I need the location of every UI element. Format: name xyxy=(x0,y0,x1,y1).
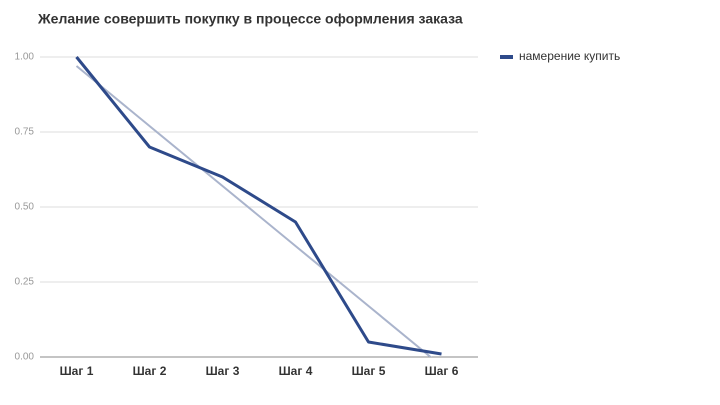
trendline xyxy=(75,65,433,357)
chart-title: Желание совершить покупку в процессе офо… xyxy=(37,11,463,27)
legend-label: намерение купить xyxy=(519,49,620,63)
y-tick-label: 0.50 xyxy=(15,202,35,213)
x-tick-label: Шаг 2 xyxy=(133,364,167,378)
y-tick-label: 0.75 xyxy=(15,127,35,138)
x-tick-label: Шаг 4 xyxy=(279,364,313,378)
series-line xyxy=(75,56,442,356)
y-tick-label: 0.00 xyxy=(15,352,35,363)
y-tick-label: 1.00 xyxy=(15,52,35,63)
x-tick-label: Шаг 5 xyxy=(352,364,386,378)
y-tick-label: 0.25 xyxy=(15,277,35,288)
x-tick-label: Шаг 3 xyxy=(206,364,240,378)
x-tick-label: Шаг 1 xyxy=(60,364,94,378)
x-tick-label: Шаг 6 xyxy=(425,364,459,378)
